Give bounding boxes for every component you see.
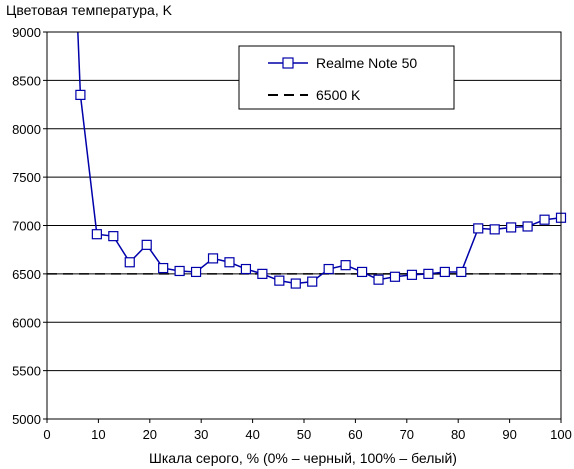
y-tick-label: 9000 [12, 25, 41, 40]
chart-title: Цветовая температура, K [6, 2, 173, 18]
legend-box [238, 45, 455, 110]
y-tick-label: 6500 [12, 267, 41, 282]
axis-ticks: 5000 5500 6000 6500 7000 7500 8000 8500 9000 0 10 2… [12, 25, 572, 442]
data-point-marker [124, 257, 135, 268]
x-tick-label: 100 [550, 427, 572, 442]
data-point-marker [340, 260, 351, 271]
data-point-marker [456, 266, 467, 278]
data-point-marker [522, 221, 533, 232]
y-tick-label: 8500 [12, 73, 41, 88]
data-point-marker [539, 214, 550, 225]
data-point-marker [91, 229, 102, 240]
y-tick-label: 8000 [12, 122, 41, 137]
data-point-marker [158, 262, 169, 274]
x-tick-label: 0 [43, 427, 50, 442]
data-point-marker [473, 223, 484, 234]
x-tick-label: 60 [348, 427, 362, 442]
legend-label-6500: 6500 K [316, 87, 361, 103]
data-point-marker [323, 263, 334, 275]
data-point-marker [224, 257, 235, 268]
data-point-marker [174, 265, 185, 277]
data-point-marker [141, 239, 152, 250]
data-point-marker [190, 266, 202, 278]
x-axis-label: Шкала серого, % (0% – черный, 100% – бел… [149, 450, 457, 466]
y-tick-label: 5500 [12, 364, 41, 379]
y-tick-label: 5000 [12, 412, 41, 427]
x-tick-label: 90 [502, 427, 516, 442]
y-tick-label: 7000 [12, 219, 41, 234]
x-tick-label: 30 [194, 427, 208, 442]
x-tick-label: 20 [143, 427, 157, 442]
legend: Realme Note 50 6500 K [238, 45, 455, 110]
data-point-marker [406, 269, 418, 280]
data-point-marker [489, 224, 500, 235]
data-point-marker [373, 274, 384, 285]
data-point-marker [240, 263, 252, 275]
legend-swatch-realme-marker [282, 57, 294, 69]
legend-label-realme: Realme Note 50 [316, 55, 417, 71]
x-tick-label: 40 [245, 427, 259, 442]
data-point-marker [356, 266, 368, 278]
data-point-marker [257, 268, 268, 279]
series-layer [47, 32, 567, 289]
data-point-marker [108, 231, 119, 242]
plot-frame [46, 31, 562, 420]
x-tick-label: 70 [400, 427, 414, 442]
data-point-marker [389, 271, 401, 282]
data-point-marker [439, 266, 450, 278]
data-point-marker [423, 268, 434, 279]
data-point-marker [307, 276, 318, 287]
y-tick-label: 7500 [12, 170, 41, 185]
x-tick-label: 50 [297, 427, 311, 442]
data-point-marker [75, 89, 86, 100]
data-point-marker [207, 253, 219, 264]
data-point-marker [506, 222, 517, 233]
data-point-marker [274, 275, 285, 286]
data-point-marker [290, 278, 301, 289]
x-tick-label: 80 [451, 427, 465, 442]
x-tick-label: 10 [91, 427, 105, 442]
y-tick-label: 6000 [12, 315, 41, 330]
